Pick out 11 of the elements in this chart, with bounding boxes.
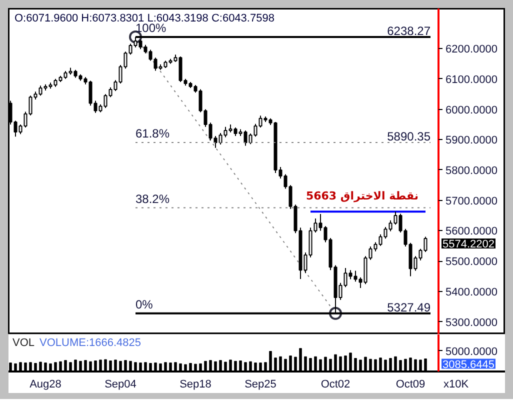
x-tick-label: Oct02 [320, 378, 350, 390]
annotation: VOLUME:1666.4825 [40, 337, 142, 350]
x-tick-label: Aug28 [30, 378, 62, 390]
y-tick-label: 5000.0000 [446, 346, 498, 358]
y-axis-title: x10K [443, 378, 470, 390]
x-tick-label: Sep18 [180, 378, 212, 390]
text: 3085.6445 [442, 358, 494, 371]
x-tick-label: Sep04 [104, 378, 136, 390]
chart-title: VOL [12, 337, 35, 350]
x-tick-label: Sep25 [244, 378, 276, 390]
x-tick-label: Oct09 [396, 378, 426, 390]
